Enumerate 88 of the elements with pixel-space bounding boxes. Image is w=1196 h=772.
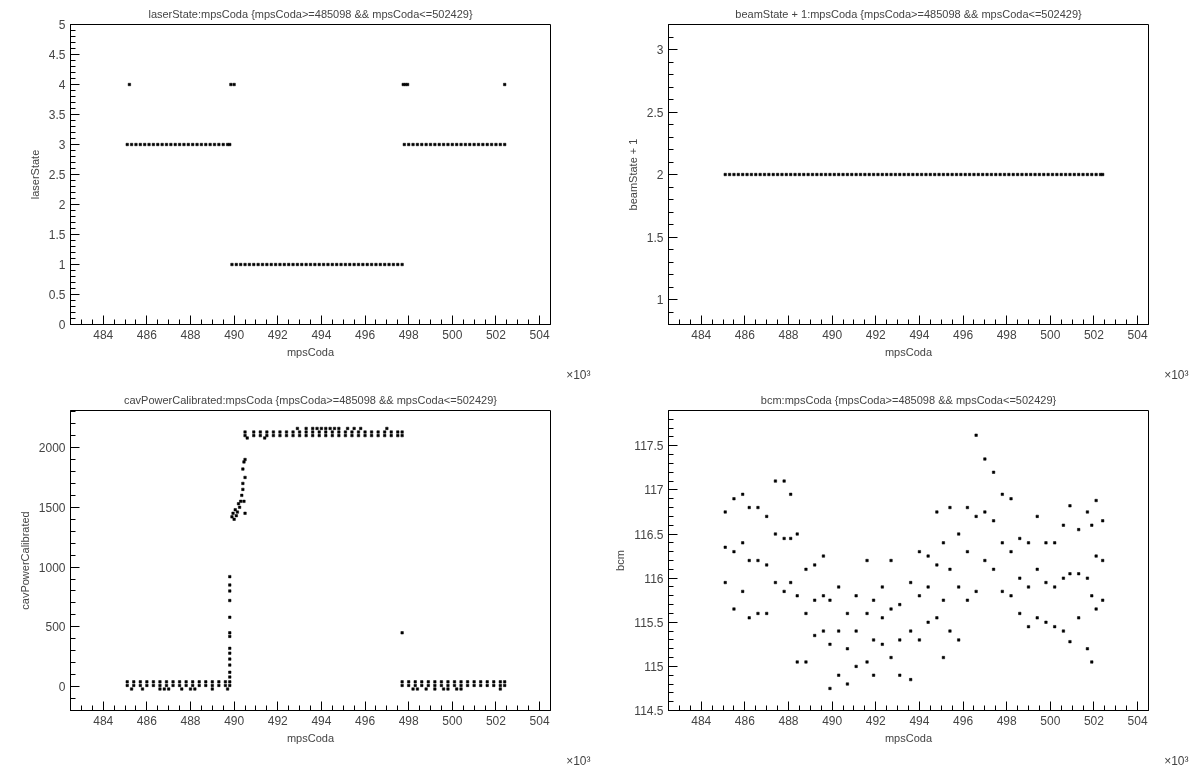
x-tick-label: 496 (355, 327, 376, 342)
text: ×10³ (566, 753, 591, 768)
y-tick-label: 2.5 (646, 105, 664, 120)
x-axis-title: mpsCoda (884, 345, 933, 358)
y-tick-label: 1.5 (646, 230, 664, 245)
x-tick-label: 502 (1083, 327, 1105, 342)
x-tick-label: 486 (734, 713, 756, 728)
x-tick-label: 502 (1083, 713, 1105, 728)
y-tick-label: 1 (656, 293, 664, 307)
x-tick-label: 502 (485, 713, 507, 728)
x-tick-label: 486 (734, 327, 756, 342)
y-tick-label: 116 (644, 571, 664, 586)
chart-title: cavPowerCalibrated:mpsCoda {mpsCoda>=485098 && mpsCoda<=502429} (123, 393, 498, 406)
x-tick-label: 498 (398, 713, 420, 728)
x-tick-label: 498 (996, 327, 1018, 342)
x-tick-label: 492 (267, 713, 289, 728)
y-axis-title: bcm (614, 550, 627, 571)
y-tick-label: 3.5 (48, 108, 66, 122)
x-tick-label: 494 (909, 327, 930, 342)
x-tick-label: 504 (1127, 713, 1148, 728)
y-tick-label: 1.5 (48, 228, 66, 242)
x-tick-label: 496 (355, 713, 376, 728)
x-tick-label: 498 (996, 713, 1018, 728)
x-tick-label: 492 (865, 713, 887, 728)
x-axis-title: mpsCoda (286, 731, 335, 744)
x-tick-label: 486 (136, 327, 158, 342)
x-tick-label: 504 (529, 713, 550, 728)
x-tick-label: 488 (180, 713, 201, 728)
y-tick-label: 4 (58, 78, 66, 92)
x-tick-label: 494 (311, 327, 332, 342)
x-tick-label: 488 (180, 327, 201, 342)
y-tick-label: 2 (656, 168, 664, 182)
y-tick-label: 115.5 (634, 615, 664, 630)
y-tick-label: 4.5 (48, 48, 66, 62)
x-tick-label: 500 (1040, 327, 1061, 342)
x-tick-label: 500 (442, 713, 463, 728)
x-tick-label: 490 (224, 713, 245, 728)
y-tick-label: 3 (656, 43, 664, 57)
chart-title: beamState + 1:mpsCoda {mpsCoda>=485098 && mpsCoda<=502429} (735, 7, 1083, 20)
y-tick-label: 2 (58, 198, 66, 212)
x-tick-label: 504 (529, 327, 550, 342)
y-tick-label: 1 (58, 258, 66, 272)
y-tick-label: 114.5 (634, 704, 664, 718)
x-tick-label: 498 (398, 327, 420, 342)
x-tick-label: 486 (136, 713, 158, 728)
y-tick-label: 116.5 (634, 527, 664, 542)
x-tick-label: 496 (953, 327, 974, 342)
y-tick-label: 0 (58, 318, 66, 332)
y-tick-label: 1500 (38, 500, 66, 515)
y-tick-label: 500 (45, 620, 66, 635)
y-tick-label: 117.5 (634, 439, 664, 454)
y-axis-title: cavPowerCalibrated (18, 511, 31, 610)
y-tick-label: 1000 (38, 560, 66, 575)
x-tick-label: 488 (778, 713, 799, 728)
y-tick-label: 2000 (38, 441, 66, 456)
y-axis-title: beamState + 1 (626, 138, 639, 211)
x-tick-label: 492 (267, 327, 289, 342)
x-tick-label: 496 (953, 713, 974, 728)
y-axis-title: laserState (28, 149, 41, 200)
x-axis-title: mpsCoda (286, 345, 335, 358)
x-tick-label: 494 (909, 713, 930, 728)
chart-title: bcm:mpsCoda {mpsCoda>=485098 && mpsCoda<=502429} (760, 393, 1057, 406)
y-tick-label: 0 (58, 680, 66, 695)
y-tick-label: 115 (644, 659, 664, 674)
x-tick-label: 484 (93, 713, 114, 728)
text: ×10³ (566, 367, 591, 382)
x-tick-label: 502 (485, 327, 507, 342)
x-tick-label: 492 (865, 327, 887, 342)
x-tick-label: 484 (93, 327, 114, 342)
chart-title: laserState:mpsCoda {mpsCoda>=485098 && mpsCoda<=502429} (148, 7, 473, 20)
x-axis-title: mpsCoda (884, 731, 933, 744)
x-tick-label: 494 (311, 713, 332, 728)
x-tick-label: 500 (442, 327, 463, 342)
y-tick-label: 0.5 (48, 288, 66, 302)
x-tick-label: 504 (1127, 327, 1148, 342)
x-tick-label: 484 (691, 327, 712, 342)
x-tick-label: 488 (778, 327, 799, 342)
x-tick-label: 490 (822, 327, 843, 342)
x-tick-label: 490 (822, 713, 843, 728)
text: ×10³ (1164, 367, 1189, 382)
text: ×10³ (1164, 753, 1189, 768)
y-tick-label: 5 (58, 18, 66, 32)
x-tick-label: 484 (691, 713, 712, 728)
x-tick-label: 490 (224, 327, 245, 342)
y-tick-label: 117 (644, 483, 664, 498)
y-tick-label: 3 (58, 138, 66, 152)
y-tick-label: 2.5 (48, 168, 66, 182)
x-tick-label: 500 (1040, 713, 1061, 728)
